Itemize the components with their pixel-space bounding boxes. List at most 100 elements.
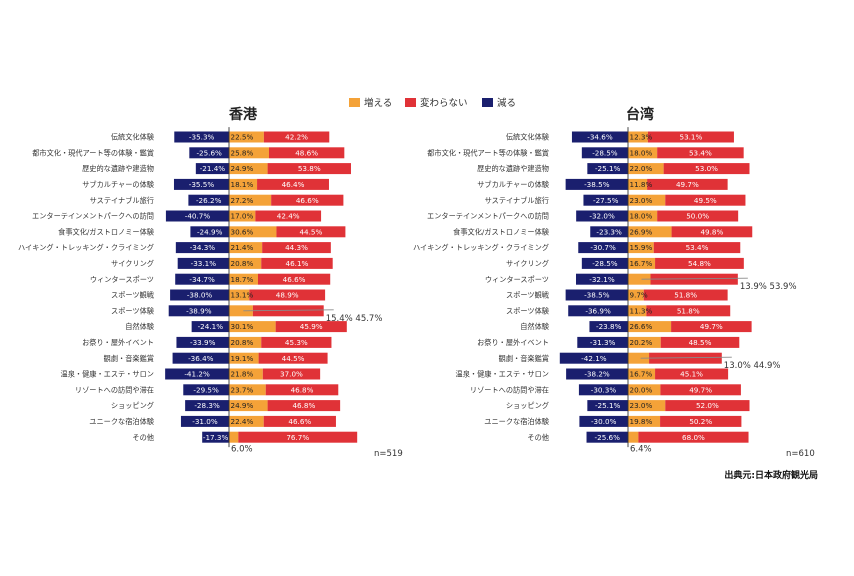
bar-increase bbox=[628, 289, 644, 301]
category-label: 食事文化/ガストロノミー体験 bbox=[453, 227, 550, 236]
label-nochange: 49.7% bbox=[700, 322, 723, 331]
label-nochange: 45.9% bbox=[300, 322, 323, 331]
label-decrease: -30.7% bbox=[590, 243, 616, 252]
bar-decrease bbox=[172, 352, 229, 364]
callout-label: 13.9% 53.9% bbox=[740, 282, 797, 292]
bar-decrease bbox=[165, 210, 229, 222]
bar-nochange bbox=[257, 178, 329, 190]
bar-decrease bbox=[175, 273, 229, 285]
label-decrease: -35.3% bbox=[189, 133, 215, 142]
label-decrease: -38.5% bbox=[584, 180, 610, 189]
bar-increase bbox=[229, 384, 266, 396]
label-decrease: -40.7% bbox=[185, 212, 211, 221]
bar-nochange bbox=[660, 415, 742, 427]
label-nochange: 49.8% bbox=[700, 227, 723, 236]
label-nochange: 50.0% bbox=[686, 212, 709, 221]
category-label: ハイキング・トレッキング・クライミング bbox=[18, 243, 154, 252]
category-label: ウィンタースポーツ bbox=[485, 275, 549, 284]
bar-decrease bbox=[576, 210, 628, 222]
bar-decrease bbox=[190, 226, 229, 238]
bar-increase bbox=[628, 178, 648, 190]
label-increase: 21.4% bbox=[231, 243, 254, 252]
label-nochange: 46.6% bbox=[288, 417, 311, 426]
bar-decrease bbox=[183, 384, 229, 396]
callout-label: 15.4% 45.7% bbox=[326, 314, 383, 324]
category-label: 歴史的な遺跡や建造物 bbox=[82, 164, 154, 173]
bar-nochange bbox=[257, 273, 331, 285]
bar-decrease bbox=[575, 273, 628, 285]
category-label: その他 bbox=[132, 433, 154, 442]
bar-decrease bbox=[568, 305, 628, 317]
label-nochange: 45.1% bbox=[680, 370, 703, 379]
label-decrease: -24.9% bbox=[197, 227, 223, 236]
bar-nochange bbox=[653, 242, 741, 254]
bar-decrease bbox=[579, 415, 628, 427]
bar-increase bbox=[229, 131, 264, 143]
category-label: サイクリング bbox=[111, 259, 154, 268]
label-decrease: -36.4% bbox=[188, 354, 214, 363]
label-decrease: -25.1% bbox=[595, 401, 621, 410]
panel-title: 台湾 bbox=[626, 106, 654, 123]
bar-increase bbox=[229, 368, 263, 380]
bar-nochange bbox=[665, 194, 746, 206]
bar-nochange bbox=[660, 336, 740, 348]
label-increase: 18.0% bbox=[630, 212, 653, 221]
label-nochange: 53.1% bbox=[680, 133, 703, 142]
bar-decrease bbox=[170, 289, 229, 301]
bar-nochange bbox=[655, 257, 744, 269]
label-increase: 15.9% bbox=[630, 243, 653, 252]
bar-decrease bbox=[578, 242, 628, 254]
bar-nochange bbox=[262, 242, 331, 254]
bar-decrease bbox=[189, 147, 229, 159]
category-label: スポーツ体験 bbox=[111, 306, 155, 315]
label-increase: 23.7% bbox=[231, 385, 254, 394]
label-decrease: -25.6% bbox=[196, 148, 222, 157]
bar-nochange bbox=[267, 163, 351, 175]
bar-nochange bbox=[650, 273, 738, 285]
sample-size: n=519 bbox=[374, 449, 403, 459]
label-decrease: -28.5% bbox=[592, 259, 618, 268]
category-label: 食事文化/ガストロノミー体験 bbox=[58, 227, 155, 236]
category-label: サイクリング bbox=[506, 259, 549, 268]
label-increase: 18.0% bbox=[630, 148, 653, 157]
legend-swatch-decrease bbox=[482, 98, 493, 107]
bar-nochange bbox=[647, 131, 734, 143]
label-decrease: -29.5% bbox=[193, 385, 219, 394]
category-label: お祭り・屋外イベント bbox=[477, 338, 549, 347]
label-nochange: 42.2% bbox=[285, 133, 308, 142]
bar-increase bbox=[628, 431, 639, 443]
category-label: スポーツ観戦 bbox=[506, 291, 550, 300]
label-nochange: 48.6% bbox=[295, 148, 318, 157]
category-label: ハイキング・トレッキング・クライミング bbox=[413, 243, 549, 252]
category-label: 都市文化・現代アート等の体験・鑑賞 bbox=[427, 148, 549, 157]
bar-nochange bbox=[265, 384, 339, 396]
label-decrease: -30.3% bbox=[591, 385, 617, 394]
label-nochange: 46.6% bbox=[283, 275, 306, 284]
label-nochange: 51.8% bbox=[674, 291, 697, 300]
bar-decrease bbox=[174, 131, 229, 143]
label-nochange: 53.4% bbox=[686, 243, 709, 252]
label-nochange: 49.7% bbox=[676, 180, 699, 189]
bar-nochange bbox=[663, 163, 750, 175]
bar-nochange bbox=[261, 336, 332, 348]
bar-increase bbox=[628, 305, 647, 317]
label-nochange: 50.2% bbox=[689, 417, 712, 426]
bar-nochange bbox=[238, 431, 358, 443]
bar-increase bbox=[628, 400, 666, 412]
bar-decrease bbox=[566, 368, 628, 380]
bar-decrease bbox=[581, 147, 628, 159]
bar-increase bbox=[628, 242, 654, 254]
legend: 増える 変わらない 減る bbox=[349, 97, 516, 109]
category-label: リゾートへの訪問や滞在 bbox=[75, 385, 154, 394]
category-label: 観劇・音楽鑑賞 bbox=[499, 354, 549, 363]
bar-decrease bbox=[165, 368, 229, 380]
bar-decrease bbox=[173, 178, 229, 190]
label-decrease: -17.3% bbox=[203, 433, 229, 442]
label-decrease: -30.0% bbox=[591, 417, 617, 426]
label-nochange: 42.4% bbox=[277, 212, 300, 221]
bar-decrease bbox=[195, 163, 229, 175]
bar-nochange bbox=[271, 194, 344, 206]
label-decrease: -23.8% bbox=[596, 322, 622, 331]
